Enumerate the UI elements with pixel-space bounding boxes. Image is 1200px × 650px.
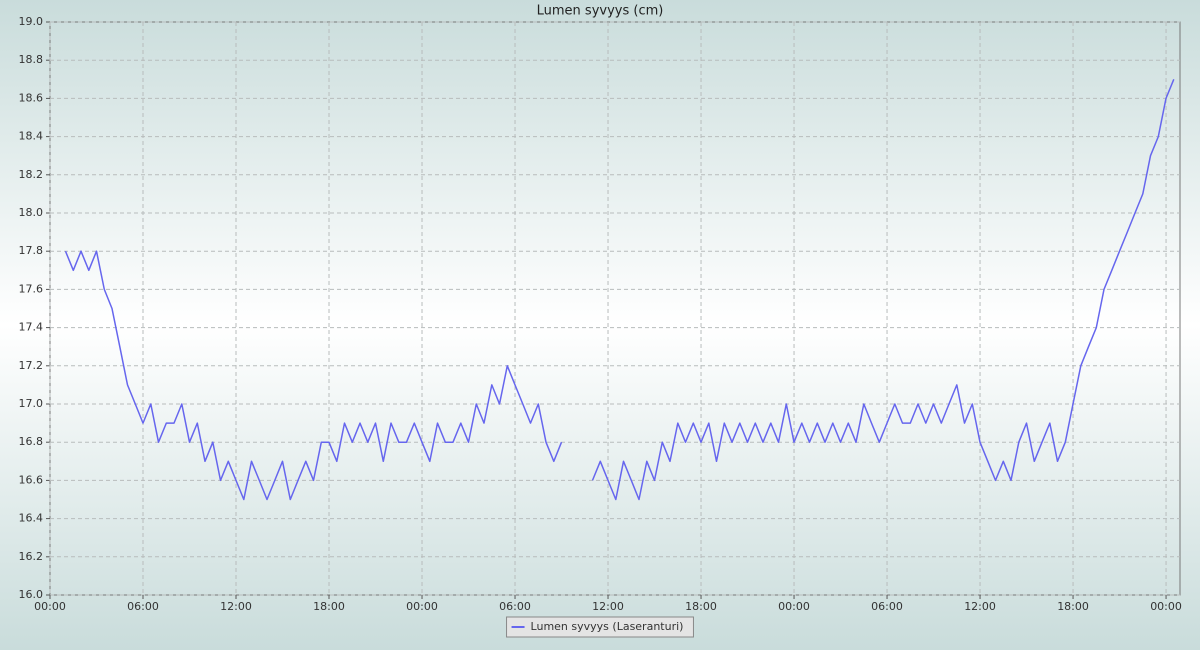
y-tick-label: 16.0 [19,588,44,601]
y-tick-label: 18.4 [19,130,44,143]
x-tick-label: 06:00 [499,600,531,613]
y-tick-label: 18.8 [19,53,44,66]
x-tick-label: 18:00 [1057,600,1089,613]
x-tick-label: 00:00 [406,600,438,613]
x-tick-label: 00:00 [1150,600,1182,613]
legend-box [506,616,694,638]
x-tick-label: 06:00 [871,600,903,613]
chart-title: Lumen syvyys (cm) [537,4,664,19]
y-tick-label: 19.0 [19,15,44,28]
data-line [64,79,1175,501]
x-tick-label: 12:00 [592,600,624,613]
y-tick-label: 17.2 [19,359,44,372]
y-tick-label: 18.2 [19,168,44,181]
y-tick-label: 17.8 [19,244,44,257]
x-tick-label: 00:00 [34,600,66,613]
x-tick-label: 18:00 [685,600,717,613]
y-tick-label: 18.6 [19,91,44,104]
y-tick-label: 16.8 [19,435,44,448]
x-tick-label: 06:00 [127,600,159,613]
y-tick-label: 16.2 [19,550,44,563]
x-tick-label: 00:00 [778,600,810,613]
y-tick-label: 18.0 [19,206,44,219]
y-tick-label: 17.4 [19,321,44,334]
y-tick-label: 16.4 [19,512,44,525]
y-tick-label: 17.0 [19,397,44,410]
plot-frame [49,21,1181,596]
y-tick-label: 17.6 [19,282,44,295]
x-tick-label: 18:00 [313,600,345,613]
y-tick-label: 16.6 [19,473,44,486]
legend-label: Lumen syvyys (Laseranturi) [531,620,684,633]
x-tick-label: 12:00 [220,600,252,613]
x-tick-label: 12:00 [964,600,996,613]
